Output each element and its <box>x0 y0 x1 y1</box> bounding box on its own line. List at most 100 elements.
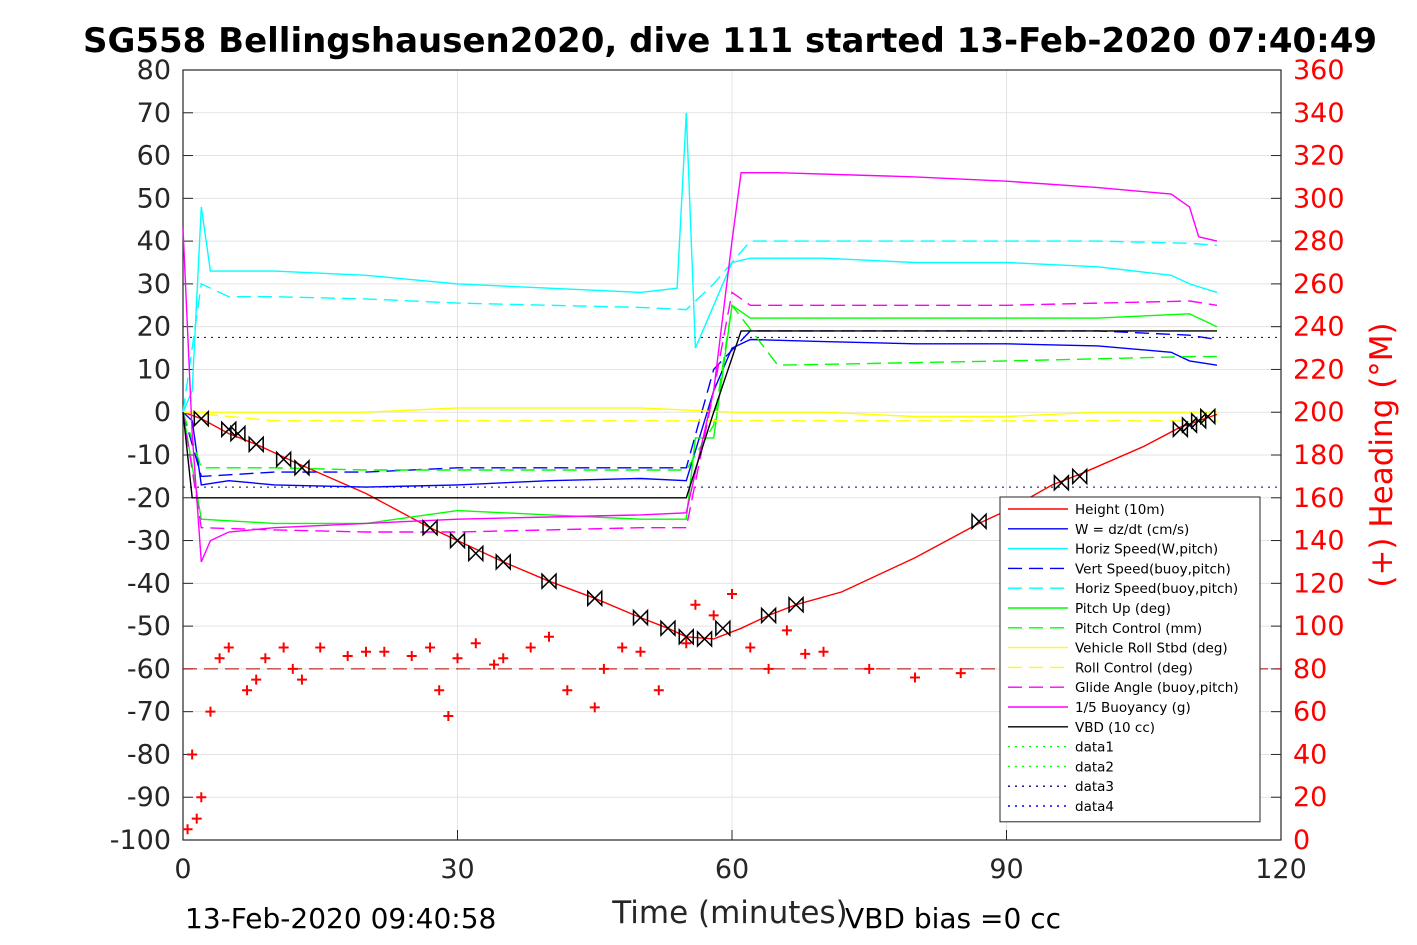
series-line <box>182 304 1218 525</box>
y-tick-label: 50 <box>137 183 171 214</box>
heading-point <box>296 674 307 685</box>
series-line <box>182 112 1218 413</box>
series-line <box>183 407 1217 418</box>
y-tick-label: 10 <box>137 354 171 385</box>
heading-point <box>544 631 554 642</box>
right-tick-label: 120 <box>1293 568 1345 599</box>
data-series <box>182 112 1218 640</box>
heading-point <box>260 653 271 664</box>
legend-label: 1/5 Buoyancy (g) <box>1075 700 1191 716</box>
y-tick-label: -20 <box>127 483 171 514</box>
heading-point <box>955 668 966 679</box>
heading-point <box>910 672 920 683</box>
right-tick-label: 0 <box>1293 825 1310 856</box>
y-tick-label: -30 <box>127 526 171 557</box>
depth-marker <box>1053 473 1070 492</box>
right-tick-label: 220 <box>1293 354 1345 385</box>
depth-markers <box>193 407 1216 648</box>
y-tick-label: -60 <box>127 654 171 685</box>
depth-marker <box>422 518 438 537</box>
y-tick-label: 70 <box>137 98 171 129</box>
series-line <box>182 303 1217 471</box>
depth-marker <box>449 531 466 550</box>
legend-label: data4 <box>1075 799 1114 815</box>
right-tick-label: 60 <box>1293 697 1327 728</box>
heading-point <box>434 685 445 696</box>
x-tick-label: 120 <box>1255 854 1307 885</box>
heading-point <box>191 813 202 824</box>
depth-marker <box>696 630 713 648</box>
y-tick-label: -80 <box>127 739 171 770</box>
series-line <box>182 171 1218 563</box>
heading-markers <box>182 589 1222 835</box>
heading-point <box>470 638 481 649</box>
y-tick-label: 60 <box>137 141 171 172</box>
depth-marker <box>248 435 264 454</box>
heading-point <box>864 663 875 674</box>
right-tick-label: 300 <box>1293 183 1345 214</box>
right-tick-label: 180 <box>1293 440 1345 471</box>
heading-point <box>489 659 500 670</box>
heading-point <box>763 663 774 674</box>
heading-point <box>187 749 198 760</box>
right-tick-label: 40 <box>1293 739 1327 770</box>
depth-marker <box>495 553 511 571</box>
heading-point <box>361 646 371 657</box>
heading-point <box>342 651 353 662</box>
right-tick-label: 100 <box>1293 611 1345 642</box>
x-tick-label: 90 <box>989 854 1023 885</box>
legend-label: Pitch Up (deg) <box>1075 601 1171 617</box>
depth-marker <box>632 608 649 627</box>
right-tick-label: 140 <box>1293 526 1345 557</box>
heading-point <box>635 646 646 657</box>
depth-marker <box>1200 407 1216 426</box>
depth-marker <box>1071 467 1088 486</box>
heading-point <box>690 599 701 610</box>
heading-point <box>443 710 454 721</box>
x-tick-label: 0 <box>174 854 191 885</box>
chart-title: SG558 Bellingshausen2020, dive 111 start… <box>83 21 1377 61</box>
y-tick-label: -70 <box>127 697 171 728</box>
legend-label: Roll Control (deg) <box>1075 660 1193 676</box>
depth-marker <box>587 589 603 608</box>
y-tick-label: -10 <box>127 440 171 471</box>
right-tick-label: 320 <box>1293 141 1345 172</box>
heading-point <box>681 638 692 649</box>
legend-label: data1 <box>1075 740 1114 756</box>
heading-point <box>781 625 792 636</box>
right-tick-label: 80 <box>1293 654 1327 685</box>
heading-point <box>745 642 756 653</box>
depth-marker <box>678 627 694 646</box>
heading-point <box>525 642 536 653</box>
legend-box <box>999 496 1261 823</box>
series-line <box>182 330 1218 478</box>
heading-point <box>278 642 289 653</box>
heading-point <box>800 648 811 659</box>
depth-marker <box>541 572 557 591</box>
heading-point <box>598 663 609 674</box>
y-tick-label: -40 <box>127 568 171 599</box>
heading-point <box>617 642 628 653</box>
heading-point <box>653 685 664 696</box>
legend-label: Height (10m) <box>1075 502 1165 518</box>
y-tick-label: 40 <box>137 226 171 257</box>
series-line <box>182 338 1218 488</box>
heading-point <box>242 685 253 696</box>
heading-point <box>425 642 436 653</box>
y-tick-label: -90 <box>127 782 171 813</box>
y-tick-label: 30 <box>137 269 171 300</box>
legend-label: Horiz Speed(W,pitch) <box>1075 542 1218 558</box>
legend-label: Pitch Control (mm) <box>1075 621 1202 637</box>
legend-label: VBD (10 cc) <box>1075 720 1155 736</box>
series-line <box>182 411 1217 422</box>
depth-marker <box>788 595 804 614</box>
heading-point <box>287 663 298 674</box>
heading-point <box>251 674 262 685</box>
series-line <box>182 411 1218 640</box>
legend: Height (10m) W = dz/dt (cm/s) Horiz Speed(… <box>999 496 1261 823</box>
heading-point <box>452 653 463 664</box>
series-line <box>182 330 1217 499</box>
heading-point <box>562 685 573 696</box>
y-tick-label: 0 <box>154 397 171 428</box>
